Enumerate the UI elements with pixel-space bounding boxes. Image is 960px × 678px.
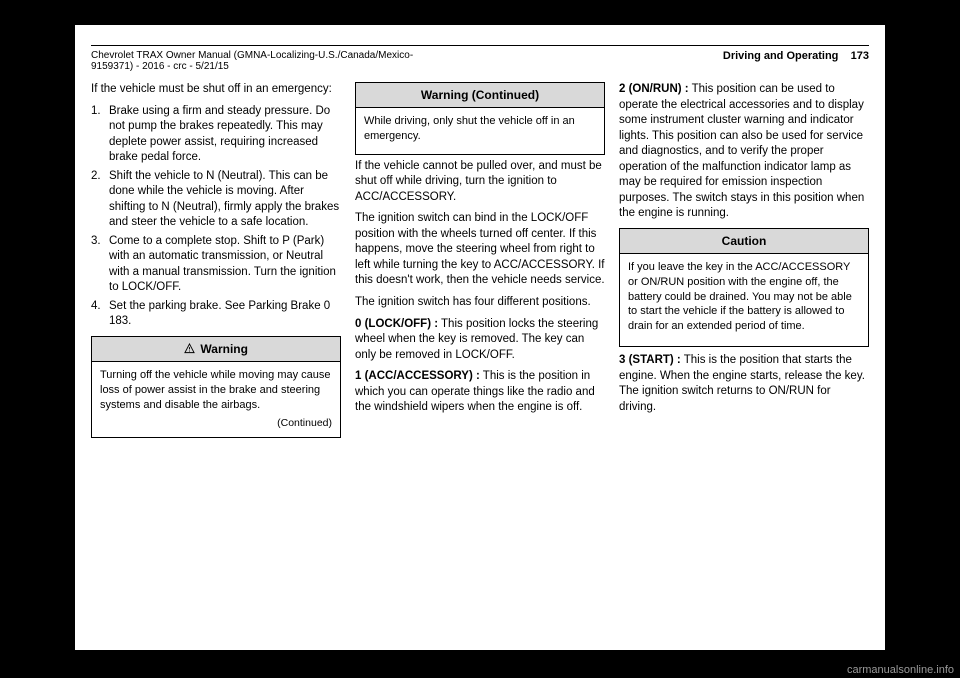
- header-right: Driving and Operating 173: [723, 50, 869, 72]
- col3-p3: 3 (START) : This is the position that st…: [619, 353, 869, 415]
- column-3: 2 (ON/RUN) : This position can be used t…: [619, 82, 869, 442]
- warning-continued: (Continued): [100, 416, 332, 430]
- list-text: Come to a complete stop. Shift to P (Par…: [109, 234, 341, 296]
- list-text: Set the parking brake. See Parking Brake…: [109, 299, 341, 330]
- list-text: Brake using a firm and steady pressure. …: [109, 104, 341, 166]
- warning-box: Warning Turning off the vehicle while mo…: [91, 336, 341, 438]
- header-left: Chevrolet TRAX Owner Manual (GMNA-Locali…: [91, 50, 413, 72]
- col2-p3: The ignition switch has four different p…: [355, 295, 605, 311]
- list-item: 4. Set the parking brake. See Parking Br…: [91, 299, 341, 330]
- list-text: Shift the vehicle to N (Neutral). This c…: [109, 169, 341, 231]
- col2-p2: The ignition switch can bind in the LOCK…: [355, 211, 605, 289]
- warning-continued-body: While driving, only shut the vehicle off…: [356, 108, 604, 154]
- warning-text: Turning off the vehicle while moving may…: [100, 368, 332, 413]
- col2-p4: 0 (LOCK/OFF) : This position locks the s…: [355, 317, 605, 364]
- header-divider: [91, 45, 869, 46]
- column-1: If the vehicle must be shut off in an em…: [91, 82, 341, 442]
- page-number: 173: [851, 50, 869, 62]
- warning-continued-text: While driving, only shut the vehicle off…: [364, 114, 596, 144]
- warning-continued-heading: Warning (Continued): [356, 83, 604, 108]
- warning-title-text: Warning: [200, 342, 248, 356]
- list-number: 1.: [91, 104, 109, 166]
- warning-heading: Warning: [92, 337, 340, 362]
- caution-body: If you leave the key in the ACC/ACCESSOR…: [620, 254, 868, 346]
- caution-box: Caution If you leave the key in the ACC/…: [619, 228, 869, 347]
- column-2: Warning (Continued) While driving, only …: [355, 82, 605, 442]
- caution-heading: Caution: [620, 229, 868, 254]
- warning-triangle-icon: [184, 342, 198, 356]
- list-number: 4.: [91, 299, 109, 330]
- header-manual-title: Chevrolet TRAX Owner Manual (GMNA-Locali…: [91, 50, 413, 61]
- position-0-label: 0 (LOCK/OFF) :: [355, 318, 438, 330]
- header-manual-meta: 9159371) - 2016 - crc - 5/21/15: [91, 61, 413, 72]
- warning-continued-box: Warning (Continued) While driving, only …: [355, 82, 605, 155]
- content-columns: If the vehicle must be shut off in an em…: [85, 78, 875, 442]
- caution-text: If you leave the key in the ACC/ACCESSOR…: [628, 260, 860, 334]
- list-number: 3.: [91, 234, 109, 296]
- position-2-label: 2 (ON/RUN) :: [619, 83, 689, 95]
- col3-p1: 2 (ON/RUN) : This position can be used t…: [619, 82, 869, 222]
- list-item: 1. Brake using a firm and steady pressur…: [91, 104, 341, 166]
- col1-intro: If the vehicle must be shut off in an em…: [91, 82, 341, 98]
- page-header: Chevrolet TRAX Owner Manual (GMNA-Locali…: [85, 50, 875, 78]
- list-number: 2.: [91, 169, 109, 231]
- col2-p5: 1 (ACC/ACCESSORY) : This is the position…: [355, 369, 605, 416]
- section-title: Driving and Operating: [723, 50, 839, 62]
- list-item: 2. Shift the vehicle to N (Neutral). Thi…: [91, 169, 341, 231]
- col1-steps: 1. Brake using a firm and steady pressur…: [91, 104, 341, 330]
- manual-page: Chevrolet TRAX Owner Manual (GMNA-Locali…: [75, 25, 885, 650]
- col2-p1: If the vehicle cannot be pulled over, an…: [355, 159, 605, 206]
- warning-body: Turning off the vehicle while moving may…: [92, 362, 340, 437]
- position-2-text: This position can be used to operate the…: [619, 83, 864, 219]
- list-item: 3. Come to a complete stop. Shift to P (…: [91, 234, 341, 296]
- watermark: carmanualsonline.info: [847, 664, 954, 676]
- position-1-label: 1 (ACC/ACCESSORY) :: [355, 370, 480, 382]
- position-3-label: 3 (START) :: [619, 354, 681, 366]
